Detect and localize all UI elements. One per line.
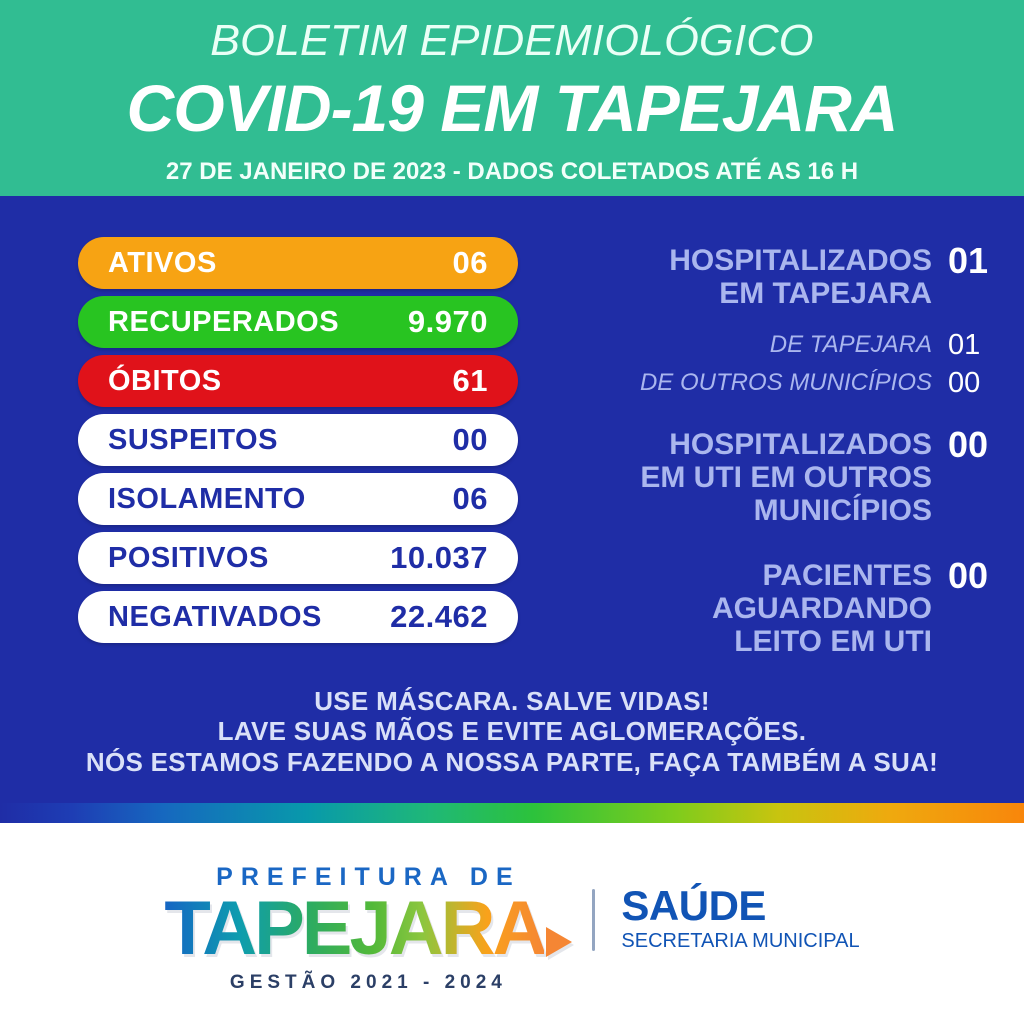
stat-value: 22.462 xyxy=(390,599,488,634)
stat-value: 06 xyxy=(452,245,488,280)
prevention-messages: USE MÁSCARA. SALVE VIDAS! LAVE SUAS MÃOS… xyxy=(0,686,1024,778)
prefeitura-logo: PREFEITURA DE TAPEJARA GESTÃO 2021 - 202… xyxy=(164,863,573,994)
message-line: USE MÁSCARA. SALVE VIDAS! xyxy=(314,685,710,716)
message-line: NÓS ESTAMOS FAZENDO A NOSSA PARTE, FAÇA … xyxy=(85,746,939,777)
case-stats-list: ATIVOS 06 RECUPERADOS 9.970 ÓBITOS 61 SU… xyxy=(78,237,518,650)
stat-label: SUSPEITOS xyxy=(108,423,278,456)
department-block: SAÚDE SECRETARIA MUNICIPAL xyxy=(621,863,859,953)
message-line: LAVE SUAS MÃOS E EVITE AGLOMERAÇÕES. xyxy=(217,716,807,746)
term-label: GESTÃO 2021 - 2024 xyxy=(229,972,507,993)
stat-label: HOSPITALIZADOS EM UTI EM OUTROS MUNICÍPI… xyxy=(640,428,932,527)
stat-de-tapejara: DE TAPEJARA 01 xyxy=(556,329,1012,361)
page-title: COVID-19 EM TAPEJARA xyxy=(126,71,899,145)
stat-value: 00 xyxy=(948,555,989,596)
stat-label: ÓBITOS xyxy=(108,364,222,397)
city-wordmark: TAPEJARA xyxy=(164,886,547,971)
stat-pill-ativos: ATIVOS 06 xyxy=(78,237,518,289)
stat-hospitalizados-uti: HOSPITALIZADOS EM UTI EM OUTROS MUNICÍPI… xyxy=(556,424,1012,528)
stat-label: DE TAPEJARA xyxy=(769,331,932,358)
stat-hospitalizados-tapejara: HOSPITALIZADOS EM TAPEJARA 01 xyxy=(556,240,1012,311)
footer-divider xyxy=(592,889,596,951)
stat-value: 00 xyxy=(948,367,981,399)
stat-outros-municipios: DE OUTROS MUNICÍPIOS 00 xyxy=(556,367,1012,399)
city-logo-row: TAPEJARA xyxy=(164,886,573,971)
stats-panel: ATIVOS 06 RECUPERADOS 9.970 ÓBITOS 61 SU… xyxy=(0,196,1024,803)
stat-label: DE OUTROS MUNICÍPIOS xyxy=(639,369,932,396)
rainbow-divider xyxy=(0,803,1024,823)
header-banner: BOLETIM EPIDEMIOLÓGICO COVID-19 EM TAPEJ… xyxy=(0,0,1024,196)
stat-pill-positivos: POSITIVOS 10.037 xyxy=(78,532,518,584)
stat-label: POSITIVOS xyxy=(108,541,269,574)
stat-label: PACIENTES AGUARDANDO LEITO EM UTI xyxy=(712,559,932,658)
stat-value: 61 xyxy=(452,363,488,398)
stat-pill-negativados: NEGATIVADOS 22.462 xyxy=(78,591,518,643)
stat-label: ATIVOS xyxy=(108,246,217,279)
stat-label: HOSPITALIZADOS EM TAPEJARA xyxy=(669,244,932,310)
stat-pill-recuperados: RECUPERADOS 9.970 xyxy=(78,296,518,348)
stat-pill-suspeitos: SUSPEITOS 00 xyxy=(78,414,518,466)
stat-value: 00 xyxy=(452,422,488,457)
arrow-icon xyxy=(546,927,573,957)
stat-value: 00 xyxy=(948,424,989,465)
stat-value: 01 xyxy=(948,329,981,361)
stat-pacientes-aguardando: PACIENTES AGUARDANDO LEITO EM UTI 00 xyxy=(556,555,1012,659)
date-subtitle: 27 DE JANEIRO DE 2023 - DADOS COLETADOS … xyxy=(165,158,859,185)
department-name: SAÚDE xyxy=(621,882,766,929)
department-subtitle: SECRETARIA MUNICIPAL xyxy=(621,930,860,952)
stat-pill-isolamento: ISOLAMENTO 06 xyxy=(78,473,518,525)
stat-value: 06 xyxy=(452,481,488,516)
stat-label: NEGATIVADOS xyxy=(108,600,322,633)
footer: PREFEITURA DE TAPEJARA GESTÃO 2021 - 202… xyxy=(0,823,1024,1024)
stat-label: ISOLAMENTO xyxy=(108,482,306,515)
bulletin-kicker: BOLETIM EPIDEMIOLÓGICO xyxy=(210,16,814,65)
stat-value: 01 xyxy=(948,240,989,281)
prefeitura-label: PREFEITURA DE xyxy=(216,863,521,891)
hospital-stats-list: HOSPITALIZADOS EM TAPEJARA 01 DE TAPEJAR… xyxy=(556,240,1012,659)
stat-label: RECUPERADOS xyxy=(108,305,340,338)
stat-value: 9.970 xyxy=(407,304,488,339)
stat-value: 10.037 xyxy=(390,540,488,575)
stat-pill-obitos: ÓBITOS 61 xyxy=(78,355,518,407)
